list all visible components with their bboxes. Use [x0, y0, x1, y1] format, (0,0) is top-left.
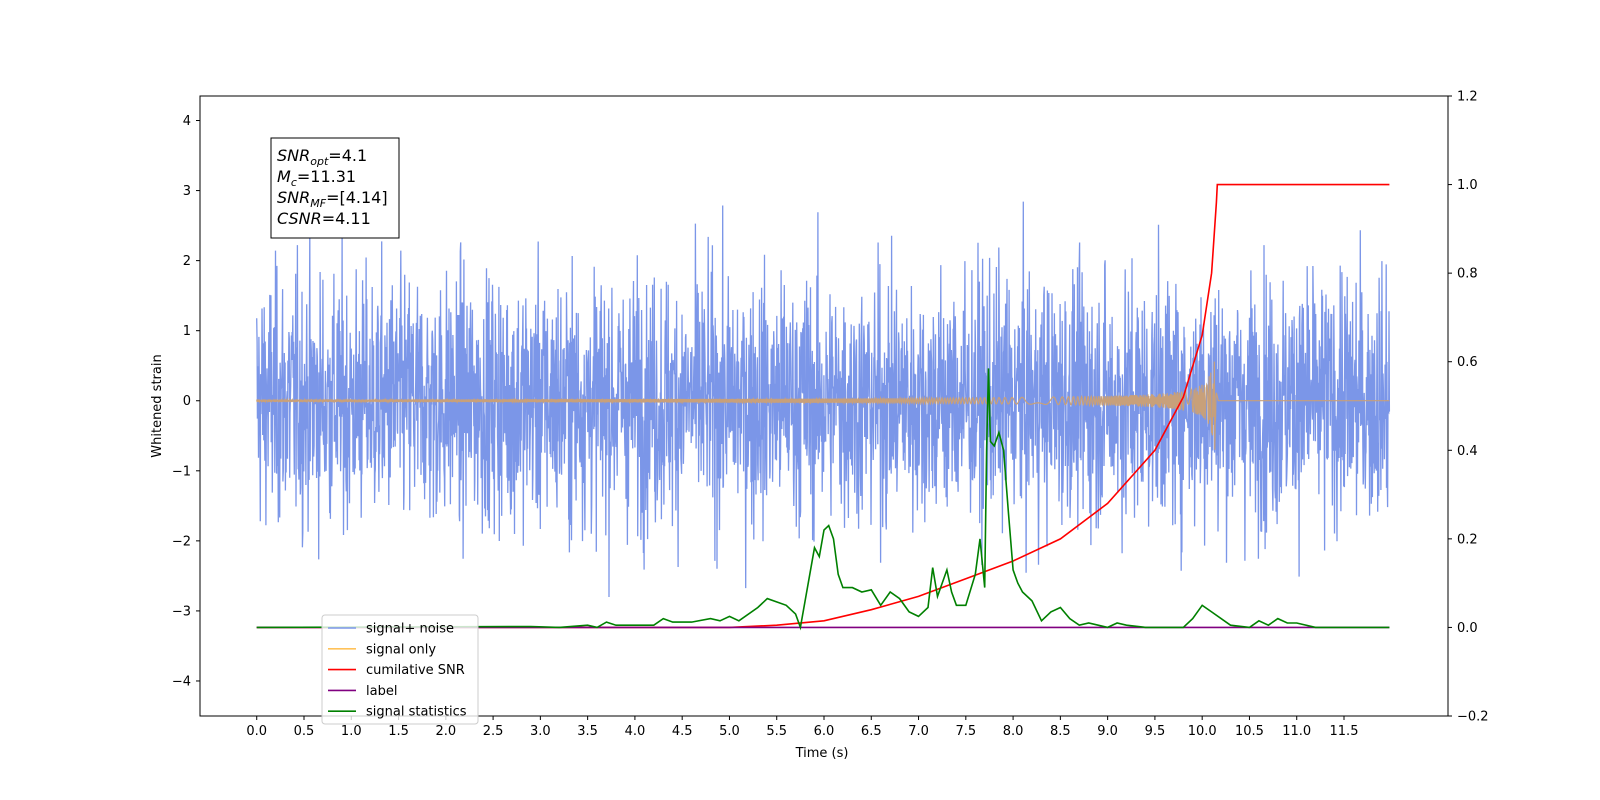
legend-label: signal+ noise — [366, 622, 454, 637]
annotation-line: SNRMF=[4.14] — [277, 188, 388, 210]
y2-tick-label: 0.4 — [1457, 444, 1478, 459]
series-signal-statistics — [256, 368, 1390, 631]
y-tick-label: −1 — [172, 464, 191, 479]
y-tick-label: 3 — [183, 184, 191, 199]
y2-tick-label: 0.8 — [1457, 267, 1478, 282]
x-tick-label: 7.5 — [955, 724, 976, 739]
x-tick-label: 10.5 — [1235, 724, 1264, 739]
series-signal-noise — [256, 201, 1391, 598]
x-tick-label: 0.0 — [246, 724, 267, 739]
series-cumilative-snr — [256, 183, 1390, 629]
y-tick-label: 1 — [183, 324, 191, 339]
legend: signal+ noise signal only cumilative SNR la… — [321, 614, 479, 725]
x-axis-title: Time (s) — [795, 746, 849, 761]
y2-tick-label: 1.0 — [1457, 178, 1478, 193]
y-tick-label: 4 — [183, 114, 191, 129]
legend-frame — [321, 614, 479, 725]
y-tick-label: 2 — [183, 254, 191, 269]
y-tick-label: 0 — [183, 394, 191, 409]
x-tick-label: 9.0 — [1097, 724, 1118, 739]
y-axis-right: 1.2 1.0 0.8 0.6 0.4 0.2 0.0 −0.2 — [1448, 90, 1489, 725]
legend-entries: signal+ noise signal only cumilative SNR la… — [328, 622, 467, 720]
y-axis-left: 4 3 2 1 0 −1 −2 −3 −4 — [172, 114, 200, 689]
y-tick-label: −3 — [172, 604, 191, 619]
x-tick-label: 1.5 — [388, 724, 409, 739]
x-tick-label: 5.0 — [719, 724, 740, 739]
y2-tick-label: 0.2 — [1457, 532, 1478, 547]
y-tick-label: −2 — [172, 534, 191, 549]
x-tick-label: 6.5 — [861, 724, 882, 739]
y2-tick-label: 0.6 — [1457, 355, 1478, 370]
x-tick-label: 7.0 — [908, 724, 929, 739]
x-tick-label: 4.5 — [672, 724, 693, 739]
x-tick-label: 9.5 — [1145, 724, 1166, 739]
y2-tick-label: 1.2 — [1457, 90, 1478, 105]
x-tick-label: 6.0 — [814, 724, 835, 739]
legend-label: cumilative SNR — [366, 663, 465, 678]
legend-label: label — [366, 684, 397, 699]
annotation-line: SNRopt=4.1 — [277, 146, 367, 168]
annotation-frame — [270, 137, 400, 239]
x-tick-label: 2.5 — [483, 724, 504, 739]
annotation-line: CSNR=4.11 — [277, 209, 371, 228]
x-tick-label: 1.0 — [341, 724, 362, 739]
x-axis: 0.0 0.5 1.0 1.5 2.0 2.5 3.0 3.5 4.0 4.5 5.0 5.5 6.0 6… — [246, 716, 1358, 739]
y-axis-title: Whitened strain — [150, 354, 165, 457]
x-tick-label: 8.5 — [1050, 724, 1071, 739]
annotation-line: Mc=11.31 — [277, 167, 356, 189]
x-tick-label: 0.5 — [294, 724, 315, 739]
x-tick-label: 5.5 — [766, 724, 787, 739]
x-tick-label: 3.5 — [577, 724, 598, 739]
x-tick-label: 2.0 — [435, 724, 456, 739]
y2-tick-label: 0.0 — [1457, 621, 1478, 636]
x-tick-label: 10.0 — [1188, 724, 1217, 739]
x-tick-label: 3.0 — [530, 724, 551, 739]
legend-label: signal statistics — [366, 705, 467, 720]
x-tick-label: 11.5 — [1330, 724, 1359, 739]
y-tick-label: −4 — [172, 674, 191, 689]
y2-tick-label: −0.2 — [1457, 710, 1489, 725]
series-signal-only — [256, 361, 1390, 450]
x-tick-label: 11.0 — [1282, 724, 1311, 739]
x-tick-label: 8.0 — [1003, 724, 1024, 739]
legend-label: signal only — [366, 642, 436, 657]
x-tick-label: 4.0 — [625, 724, 646, 739]
